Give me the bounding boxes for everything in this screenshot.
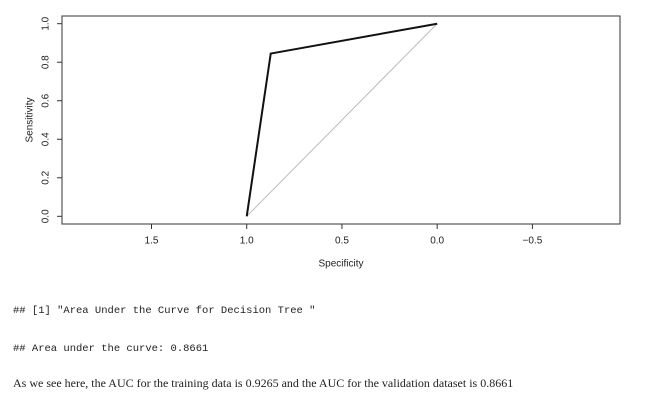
y-tick-label: 0.4 [41,132,52,146]
roc-chart: Specificity Sensitivity 1.5 1.0 0.5 0.0 −0.5… [25,15,621,270]
plot-frame [61,15,621,225]
y-tick-label: 0.6 [41,93,52,107]
x-tick-label: −0.5 [523,236,543,247]
console-output: ## Area under the curve: 0.8661 [13,343,209,355]
x-tick-label: 1.5 [145,236,159,247]
y-tick-label: 1.0 [41,16,52,30]
x-tick-label: 0.5 [335,236,349,247]
console-output: ## [1] "Area Under the Curve for Decisio… [13,305,316,317]
y-axis-label: Sensitivity [25,97,36,142]
reference-line [246,23,438,217]
y-tick-label: 0.0 [41,209,52,223]
paragraph: As we see here, the AUC for the training… [13,376,514,390]
x-tick-label: 0.0 [430,236,444,247]
y-tick-label: 0.8 [41,55,52,69]
roc-curve [245,22,438,217]
x-axis-label: Specificity [318,259,363,270]
x-tick-label: 1.0 [240,236,254,247]
y-tick-label: 0.2 [41,170,52,184]
